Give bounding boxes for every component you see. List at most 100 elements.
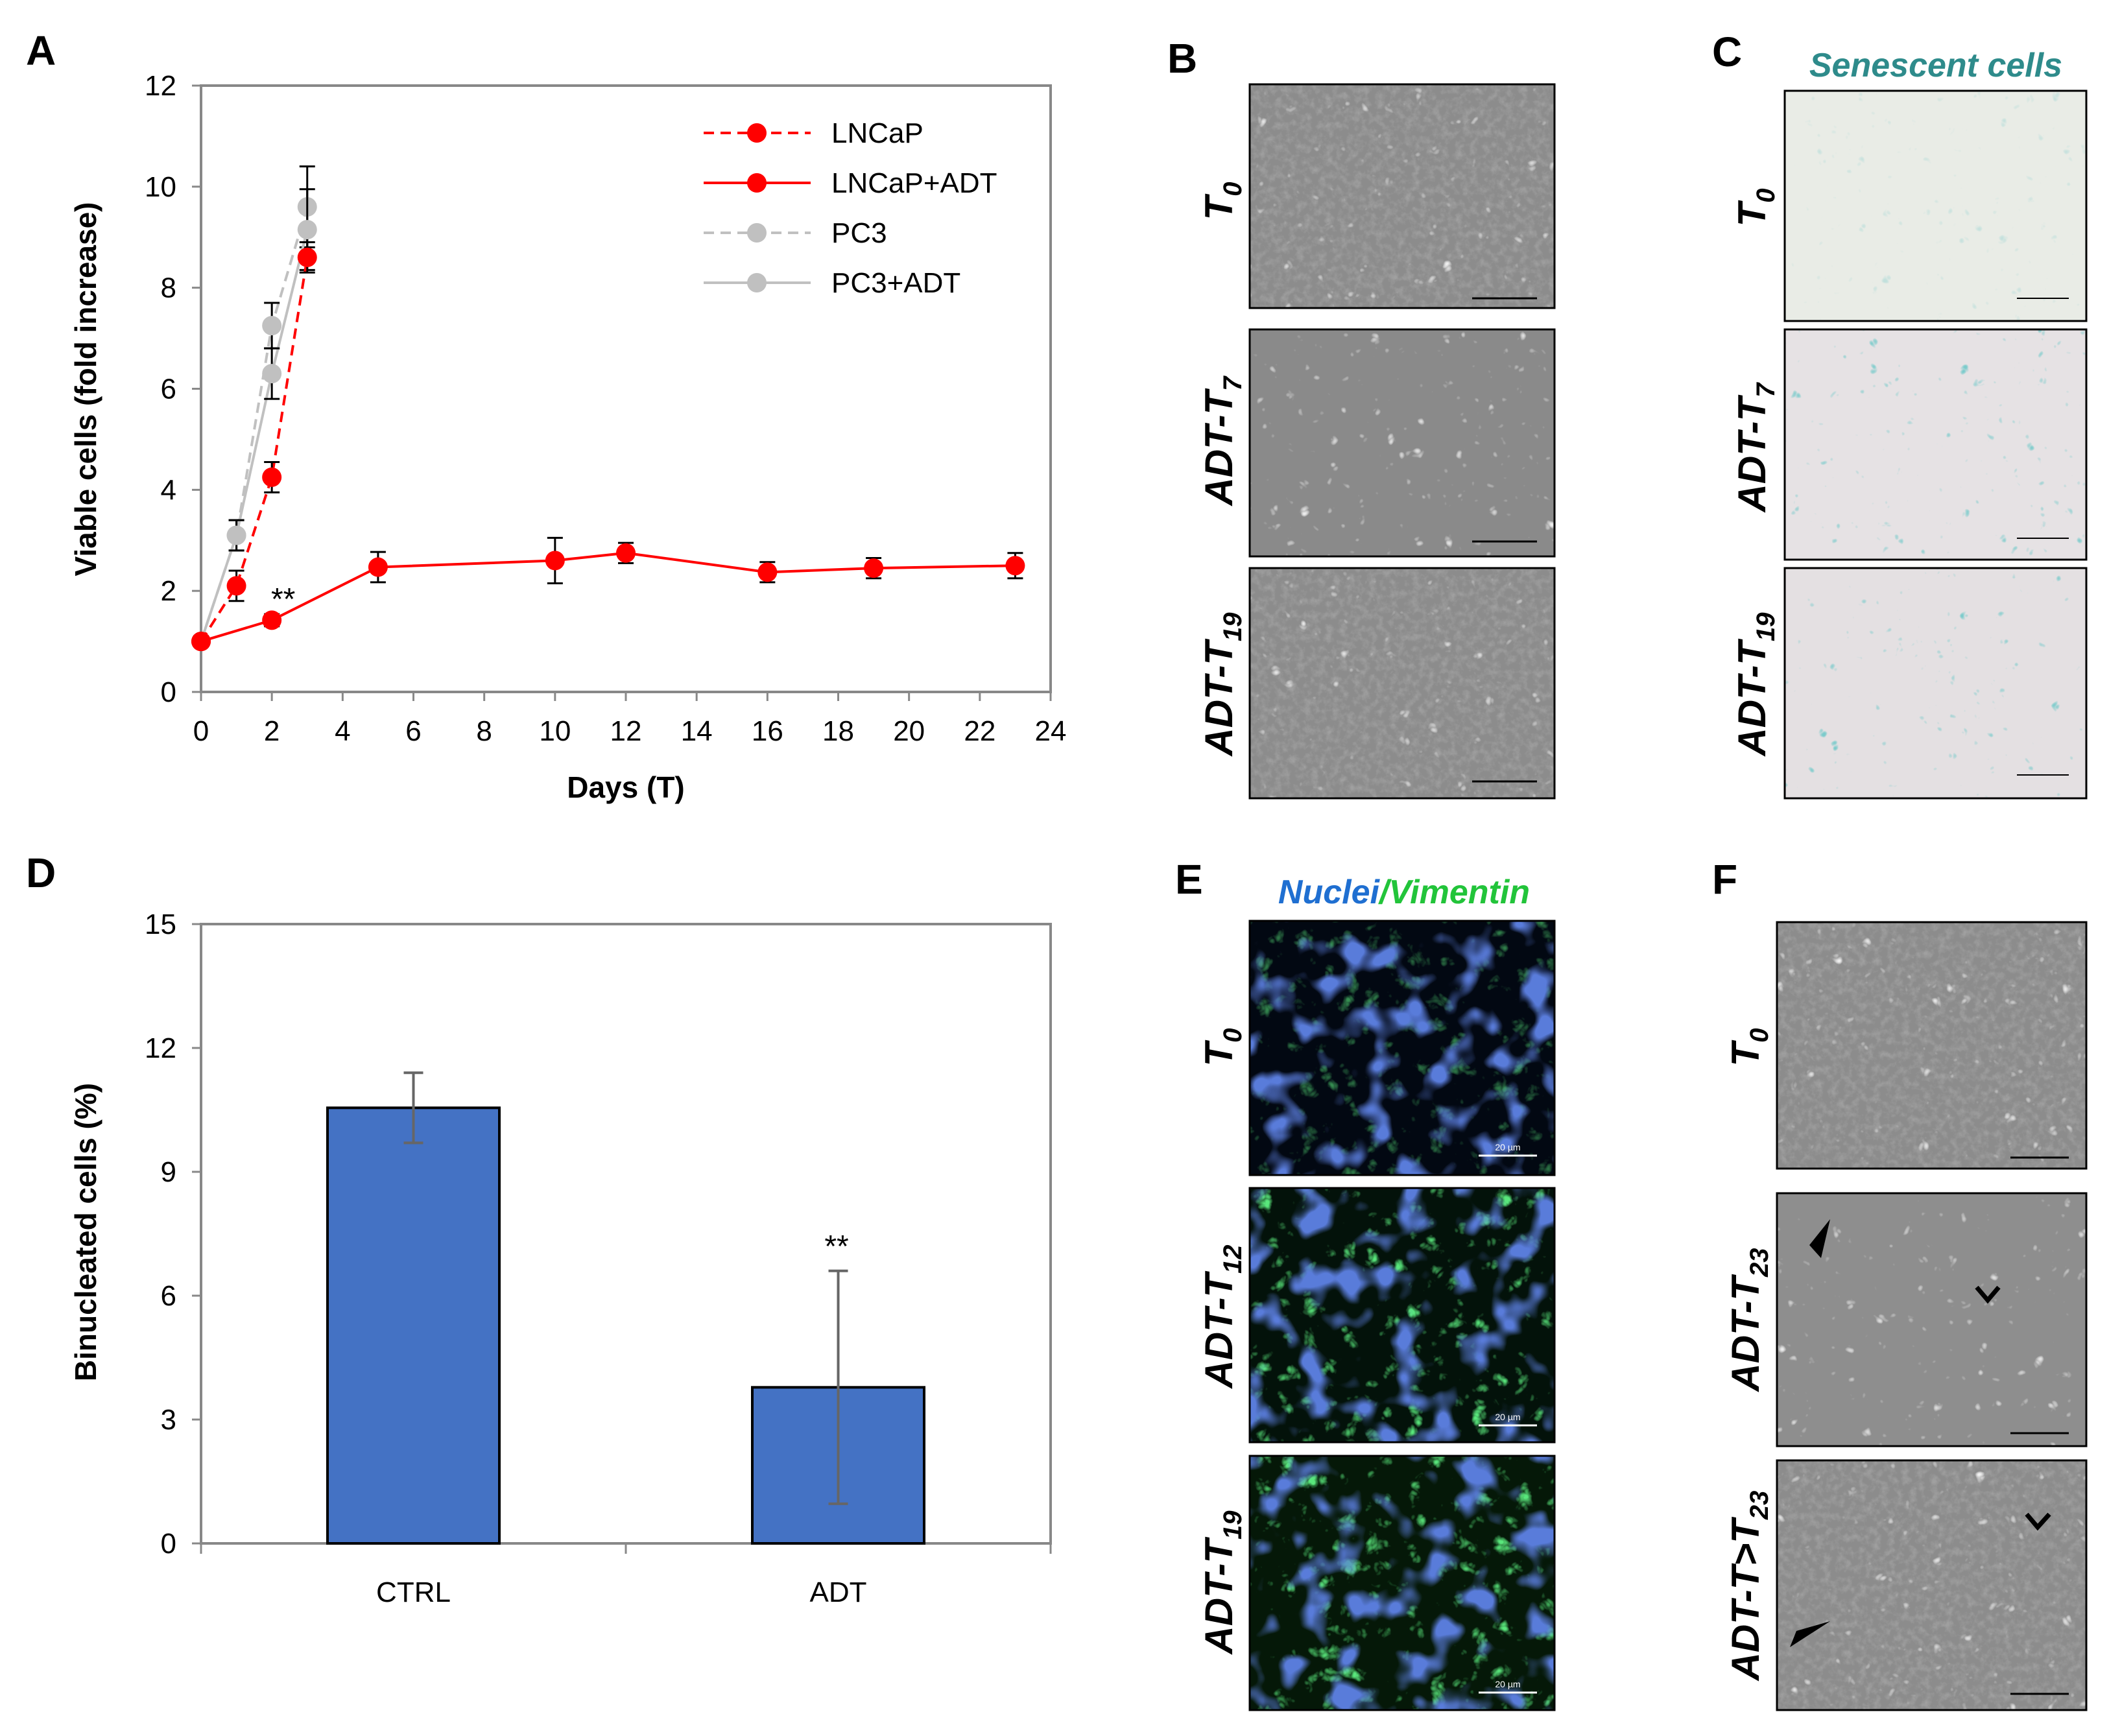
data-point — [757, 562, 778, 582]
series-pc3-plus-adt — [191, 188, 317, 652]
panel-c: Senescent cells T0 ADT-T7 ADT-T19 — [1730, 47, 2088, 800]
x-tick-label: 8 — [476, 715, 492, 747]
x-tick-label: 6 — [405, 715, 421, 747]
row-label-b-3: ADT-T19 — [1197, 612, 1247, 757]
category-label: CTRL — [376, 1576, 451, 1608]
micrograph-c-adt-t19 — [1783, 567, 2088, 800]
series-line — [200, 551, 1016, 643]
y-tick-label: 2 — [161, 575, 176, 607]
x-tick-label: 22 — [964, 715, 995, 747]
scale-bar-e3: 20 µm — [1495, 1679, 1520, 1689]
panel-letter-d: D — [26, 850, 56, 896]
panel-c-header: Senescent cells — [1809, 47, 2062, 84]
data-point — [1005, 556, 1025, 576]
chart-d-y-axis-label: Binucleated cells (%) — [69, 1083, 102, 1381]
data-point — [864, 558, 884, 578]
chart-d-significance: ** — [824, 1230, 848, 1264]
arrowhead-icon — [1975, 1285, 2001, 1304]
bar-ctrl — [326, 1106, 501, 1545]
chart-a-x-axis-label: Days (T) — [567, 770, 684, 804]
x-tick-label: 18 — [822, 715, 854, 747]
data-point — [545, 551, 565, 571]
legend-marker — [747, 223, 767, 243]
row-label-f-1: T0 — [1724, 1029, 1774, 1067]
scale-bar-e1: 20 µm — [1495, 1142, 1520, 1152]
y-tick-label: 4 — [161, 474, 176, 506]
y-tick-label: 6 — [161, 374, 176, 405]
data-point — [297, 247, 317, 267]
chart-a-significance: ** — [271, 582, 295, 617]
micrograph-f-t0 — [1776, 921, 2088, 1170]
row-label-b-2: ADT-T7 — [1197, 375, 1247, 507]
x-tick-label: 20 — [893, 715, 925, 747]
fluor-e-adt-t19: 20 µm — [1248, 1455, 1556, 1711]
row-label-c-2: ADT-T7 — [1730, 382, 1780, 514]
micrograph-b-t0 — [1248, 83, 1556, 309]
arrow-icon — [1790, 1621, 1830, 1647]
series-line — [200, 257, 309, 643]
panel-letter-a: A — [26, 27, 56, 74]
legend-marker — [747, 273, 767, 292]
row-label-e-3: ADT-T19 — [1197, 1510, 1247, 1656]
chart-d: 0 3 6 9 12 15 CTRL ADT Binucleated cells (%) *… — [69, 909, 1052, 1608]
y-tick-label: 8 — [161, 272, 176, 304]
scale-bar-e2: 20 µm — [1495, 1412, 1520, 1422]
category-label: ADT — [810, 1576, 867, 1608]
y-tick-label: 3 — [161, 1404, 176, 1436]
panel-letter-e: E — [1175, 856, 1203, 903]
row-label-e-2: ADT-T12 — [1197, 1244, 1247, 1389]
panel-e: Nuclei/Vimentin 20 µm 20 µm 20 µm T0 AD — [1197, 874, 1556, 1711]
arrowhead-icon — [2025, 1512, 2051, 1531]
row-label-f-2: ADT-T23 — [1724, 1248, 1774, 1392]
fluor-e-t0: 20 µm — [1248, 920, 1556, 1176]
x-tick-label: 16 — [752, 715, 783, 747]
panel-letter-b: B — [1167, 35, 1197, 82]
series-pc3 — [191, 165, 317, 652]
x-tick-label: 24 — [1035, 715, 1067, 747]
x-tick-label: 12 — [610, 715, 642, 747]
data-point — [226, 576, 246, 596]
series-line — [200, 229, 309, 642]
legend-marker — [747, 173, 767, 193]
y-tick-label: 10 — [145, 171, 176, 203]
series-lncap — [191, 241, 317, 652]
x-tick-label: 2 — [264, 715, 280, 747]
chart-a-legend: LNCaP LNCaP+ADT PC3 PC3+ADT — [704, 117, 997, 299]
panel-b: T0 ADT-T7 ADT-T19 — [1197, 83, 1556, 800]
y-tick-label: 12 — [145, 70, 176, 102]
series-lncap-plus-adt — [191, 536, 1025, 652]
x-tick-label: 4 — [335, 715, 350, 747]
x-tick-label: 14 — [681, 715, 713, 747]
series-line — [200, 206, 309, 642]
data-point — [262, 610, 282, 630]
fluor-e-adt-t12: 20 µm — [1248, 1187, 1556, 1444]
data-point — [297, 220, 317, 240]
row-label-c-3: ADT-T19 — [1730, 612, 1780, 757]
y-tick-label: 6 — [161, 1280, 176, 1312]
data-point — [262, 364, 282, 384]
panel-letter-f: F — [1712, 856, 1737, 903]
micrograph-c-t0 — [1783, 89, 2088, 322]
row-label-b-1: T0 — [1197, 182, 1247, 220]
panel-e-header: Nuclei/Vimentin — [1278, 874, 1530, 911]
data-point — [191, 632, 211, 652]
data-point — [262, 467, 282, 487]
arrow-icon — [1809, 1219, 1830, 1258]
legend-label: PC3+ADT — [831, 267, 960, 299]
micrograph-b-adt-t7 — [1248, 328, 1556, 558]
y-tick-label: 9 — [161, 1156, 176, 1188]
legend-marker — [747, 123, 767, 143]
data-point — [262, 316, 282, 336]
micrograph-f-adt-t-gt-t23 — [1776, 1459, 2088, 1711]
y-tick-label: 0 — [161, 1528, 176, 1560]
data-point — [616, 543, 636, 563]
micrograph-c-adt-t7 — [1783, 328, 2088, 561]
row-label-f-3: ADT-T>T23 — [1724, 1491, 1774, 1682]
row-label-e-1: T0 — [1197, 1029, 1247, 1067]
legend-label: LNCaP+ADT — [831, 167, 997, 199]
chart-a-y-axis-label: Viable cells (fold increase) — [69, 202, 102, 577]
data-point — [226, 525, 246, 545]
y-tick-label: 12 — [145, 1032, 176, 1064]
